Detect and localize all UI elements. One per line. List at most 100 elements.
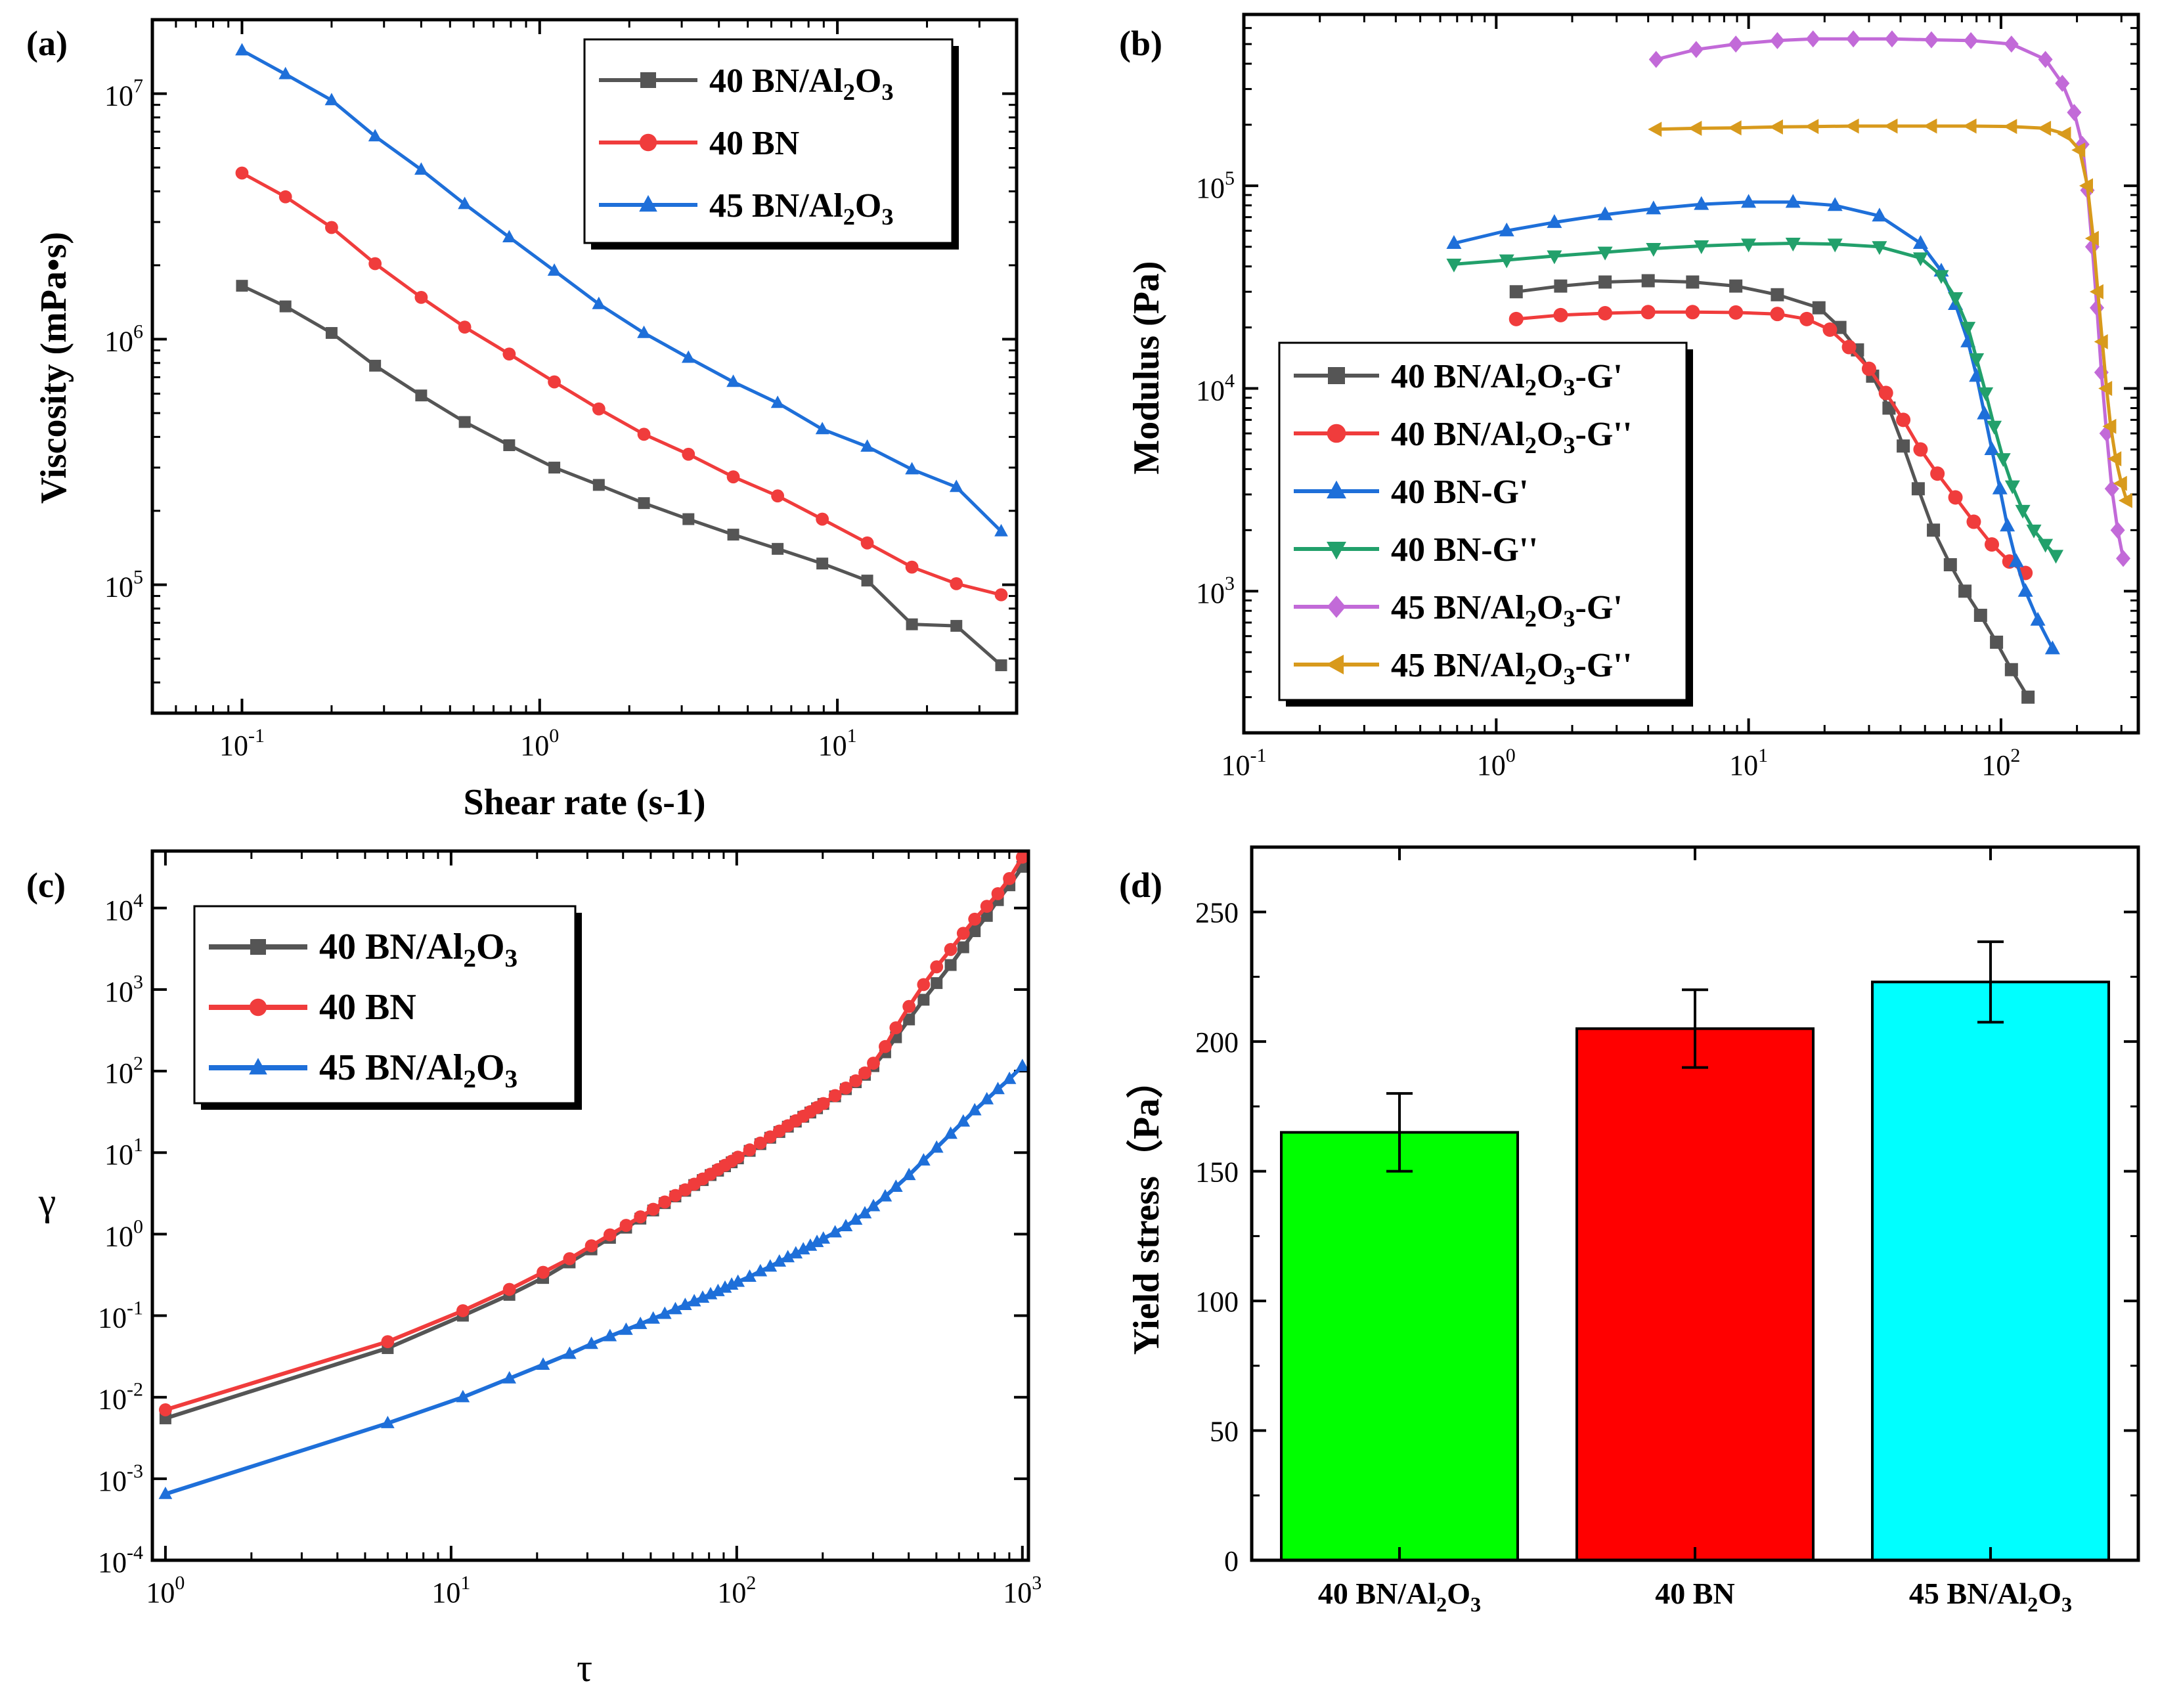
- label-subscript: 3: [505, 944, 518, 973]
- tick-exponent: 0: [549, 725, 559, 747]
- label-text: -G': [1575, 589, 1623, 626]
- data-point: [1841, 339, 1857, 355]
- data-point: [789, 1246, 803, 1259]
- tick-exponent: -1: [1250, 745, 1267, 766]
- data-point: [839, 1219, 853, 1232]
- data-point: [2113, 475, 2127, 491]
- error-bar: [1977, 940, 2004, 1024]
- data-point: [1987, 420, 2002, 435]
- data-point: [2021, 690, 2035, 704]
- y-tick-label: 101: [104, 1134, 143, 1171]
- y-tick-label: 200: [1195, 1026, 1239, 1059]
- tick-base: 10: [104, 976, 133, 1008]
- tick-base: 10: [1477, 749, 1506, 781]
- series-line: [241, 284, 1003, 667]
- tick-base: 10: [1729, 749, 1758, 781]
- data-point: [944, 1126, 958, 1139]
- data-point: [548, 375, 561, 389]
- x-tick-label: 101: [1729, 745, 1768, 781]
- data-point: [1930, 466, 1945, 481]
- tick-base: 10: [98, 1465, 127, 1497]
- data-point: [949, 479, 963, 493]
- data-point: [726, 470, 740, 484]
- y-tick-label: 104: [1196, 370, 1235, 407]
- panel-label-c: (c): [26, 865, 66, 905]
- data-point: [2015, 504, 2031, 519]
- data-point: [634, 1210, 648, 1223]
- data-point: [858, 1206, 872, 1219]
- tick-exponent: 2: [2010, 745, 2020, 766]
- tick-exponent: 6: [133, 321, 143, 343]
- data-point: [950, 620, 963, 632]
- y-tick-label: 10-2: [98, 1379, 143, 1416]
- tick-exponent: -3: [127, 1460, 143, 1482]
- tick-exponent: 4: [133, 890, 143, 911]
- data-point: [861, 575, 873, 587]
- label-text: 40 BN: [319, 987, 416, 1028]
- label-subscript: 3: [881, 79, 893, 105]
- bar: [1575, 1027, 1815, 1562]
- data-point: [1845, 118, 1859, 134]
- data-point: [1446, 258, 1462, 273]
- y-tick-label: 50: [1210, 1416, 1239, 1448]
- data-point: [458, 320, 472, 334]
- x-axis-title: Shear rate (s-1): [463, 782, 705, 823]
- data-point: [957, 941, 969, 953]
- tick-base: 10: [104, 571, 133, 603]
- data-point: [878, 1189, 892, 1202]
- data-point: [858, 1066, 871, 1080]
- data-point: [603, 1228, 617, 1242]
- data-point: [743, 1143, 757, 1156]
- data-point: [325, 327, 338, 339]
- data-point: [1913, 442, 1928, 457]
- data-point: [1872, 241, 1887, 255]
- y-tick-label: 250: [1195, 897, 1239, 929]
- tick-exponent: 2: [133, 1053, 143, 1074]
- data-point: [991, 887, 1005, 900]
- tick-base: 10: [431, 1577, 460, 1609]
- label-subscript: 3: [2061, 1592, 2072, 1616]
- data-point: [772, 542, 784, 555]
- tick-exponent: 2: [746, 1572, 756, 1594]
- data-point: [2004, 480, 2020, 494]
- data-point: [592, 479, 605, 491]
- data-point: [2037, 120, 2052, 136]
- legend-label: 40 BN/Al2O3: [319, 927, 517, 973]
- data-point: [781, 1250, 795, 1263]
- data-point: [944, 959, 957, 971]
- label-subscript: 2: [463, 1065, 476, 1093]
- data-point: [2118, 493, 2132, 508]
- label-text: O: [1537, 416, 1563, 453]
- label-text: 45 BN/Al: [1391, 589, 1525, 626]
- data-point: [1508, 311, 1524, 326]
- label-text: 40 BN-G'': [1391, 531, 1538, 569]
- data-point: [1770, 307, 1785, 322]
- data-point: [980, 1091, 994, 1105]
- data-point: [1911, 482, 1925, 496]
- data-point: [2038, 51, 2053, 68]
- data-point: [235, 166, 249, 180]
- data-point: [2026, 524, 2042, 538]
- data-point: [889, 1021, 903, 1034]
- tick-exponent: 3: [1225, 573, 1235, 594]
- legend-label: 40 BN-G': [1391, 473, 1528, 511]
- y-tick-label: 105: [104, 566, 143, 603]
- data-point: [1822, 322, 1838, 338]
- panel-c: 100 101 102 10310-410-310-210-1100101102103…: [26, 849, 1042, 1690]
- tick-base: 10: [104, 326, 133, 358]
- label-text: 40 BN-G': [1391, 473, 1528, 511]
- bar: [1871, 980, 2110, 1562]
- data-point: [1785, 238, 1801, 252]
- data-point: [2110, 521, 2125, 539]
- tick-base: 10: [219, 730, 248, 762]
- tick-base: 10: [104, 80, 133, 112]
- label-text: O: [476, 1047, 505, 1088]
- data-point: [1948, 292, 1964, 307]
- series-45-bn-al2o3: [158, 1059, 1028, 1499]
- category-label: 40 BN: [1655, 1577, 1734, 1610]
- label-text: O: [855, 187, 881, 225]
- series-45-bn-al2o3: [235, 43, 1008, 536]
- y-tick-label: 100: [104, 1215, 143, 1252]
- x-tick-label: 102: [1981, 745, 2020, 781]
- tick-exponent: -1: [248, 725, 265, 747]
